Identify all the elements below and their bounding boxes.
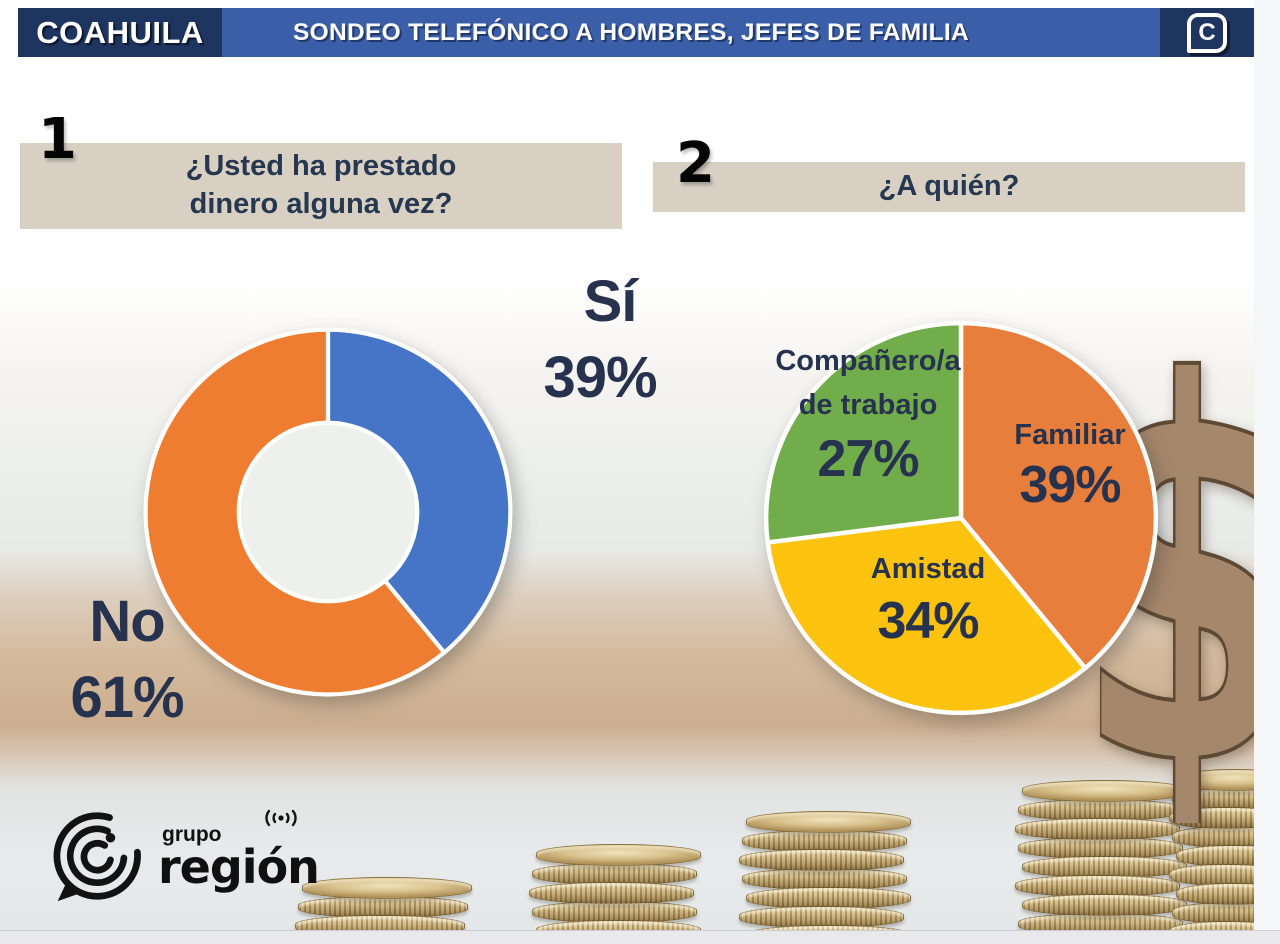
pie-label-companero-line1: Compañero/a: [775, 345, 961, 377]
pie-value-familiar: 39%: [1019, 456, 1121, 514]
coin: [746, 811, 911, 833]
pie-label-companero-line2: de trabajo: [798, 389, 938, 421]
pie-slice-0: [958, 320, 1159, 671]
brand-word-grupo: grupo: [162, 823, 222, 847]
brand-word-region: región: [158, 840, 320, 895]
coin: [1176, 883, 1254, 905]
pie-value-companero: 27%: [817, 430, 919, 488]
pie-slice-2: [763, 320, 964, 545]
coin-stack: [295, 877, 472, 930]
brand-c-icon: C: [1187, 12, 1227, 53]
coin-stack: [529, 844, 701, 930]
coin: [1169, 807, 1254, 829]
grupo-region-logo: grupo región: [50, 808, 320, 904]
header-region-label: COAHUILA: [18, 8, 222, 57]
question-1-box: ¿Usted ha prestado dinero alguna vez?: [20, 143, 622, 229]
pie-slice-1: [765, 515, 1088, 716]
question-1-number: 1: [38, 107, 77, 172]
question-2-line1: ¿A quién?: [878, 170, 1020, 203]
donut-value-no: 61%: [70, 665, 184, 730]
coin: [536, 844, 701, 866]
coin: [529, 882, 694, 904]
question-1-line2: dinero alguna vez?: [189, 188, 453, 220]
pie-label-familiar: Familiar: [1014, 419, 1126, 451]
coin: [302, 877, 472, 899]
pie-value-amistad: 34%: [877, 592, 979, 650]
right-margin-strip: [1254, 0, 1280, 930]
coin: [295, 915, 465, 930]
coin: [1022, 894, 1187, 916]
header-corner-box: C: [1160, 8, 1254, 57]
pie-chart-to-whom: [763, 320, 1159, 716]
coin: [536, 920, 701, 930]
signal-waves-icon: [265, 810, 297, 827]
header-survey-title: SONDEO TELEFÓNICO A HOMBRES, JEFES DE FA…: [222, 8, 1160, 57]
coin: [1176, 769, 1254, 791]
grupo-region-wordmark: grupo región: [158, 810, 320, 895]
coin: [1169, 921, 1254, 930]
pie-label-amistad: Amistad: [870, 553, 986, 585]
question-2-number: 2: [676, 131, 715, 196]
coin-stack: [1169, 769, 1254, 930]
grupo-region-icon: [53, 812, 141, 902]
brand-c-letter: C: [1198, 18, 1216, 46]
donut-value-si: 39%: [543, 345, 657, 410]
coin: [1015, 818, 1180, 840]
donut-hole: [236, 420, 420, 604]
donut-label-no: No: [89, 589, 165, 654]
donut-chart-lending: [143, 327, 513, 697]
coin-stack: [739, 811, 911, 930]
bottom-margin-strip: [0, 930, 1280, 944]
coin: [739, 849, 904, 871]
donut-label-si: Sí: [583, 269, 638, 334]
coin-stack: [1015, 780, 1187, 930]
question-2-box: ¿A quién?: [653, 162, 1245, 212]
pie-slice-0: [325, 327, 513, 655]
question-1-line1: ¿Usted ha prestado: [185, 150, 457, 183]
